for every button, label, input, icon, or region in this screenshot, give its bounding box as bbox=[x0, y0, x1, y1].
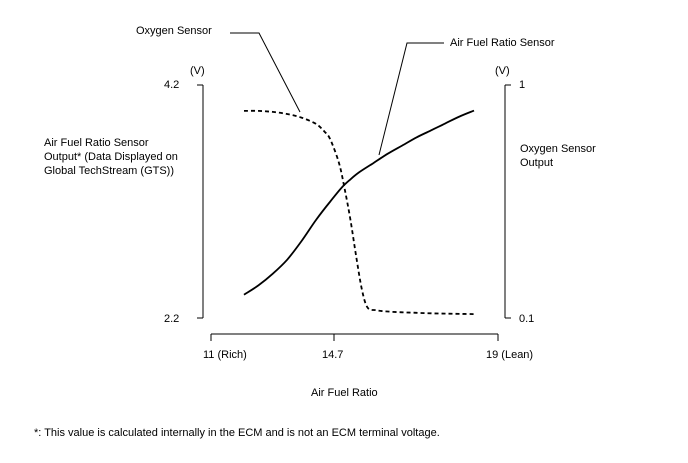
x-tick-label-rich: 11 (Rich) bbox=[203, 349, 247, 361]
af-sensor-callout-line bbox=[378, 42, 444, 156]
x-axis-label: Air Fuel Ratio bbox=[311, 387, 378, 399]
left-tick-label-top: 4.2 bbox=[164, 79, 180, 91]
af-sensor-curve bbox=[243, 109, 475, 296]
footnote: *: This value is calculated internally i… bbox=[34, 427, 440, 439]
x-tick-label-lean: 19 (Lean) bbox=[486, 349, 534, 361]
right-axis-label-line-2: Output bbox=[520, 157, 554, 169]
left-tick-label-bottom: 2.2 bbox=[164, 313, 180, 325]
left-axis-label-line-1: Air Fuel Ratio Sensor bbox=[44, 137, 149, 149]
axes bbox=[197, 84, 511, 341]
series-lines bbox=[243, 109, 475, 315]
x-tick-label-stoich: 14.7 bbox=[322, 349, 344, 361]
right-axis-label-line-1: Oxygen Sensor bbox=[520, 143, 596, 155]
oxygen-sensor-callout-label: Oxygen Sensor bbox=[136, 25, 212, 37]
oxygen-sensor-curve bbox=[243, 109, 475, 315]
right-axis-unit: (V) bbox=[495, 65, 510, 77]
callout-lines bbox=[230, 32, 444, 156]
left-axis-unit: (V) bbox=[190, 65, 205, 77]
right-tick-label-bottom: 0.1 bbox=[519, 313, 535, 325]
left-axis-label-line-3: Global TechStream (GTS)) bbox=[44, 165, 175, 177]
oxygen-sensor-callout-line bbox=[230, 32, 301, 113]
left-axis-label-line-2: Output* (Data Displayed on bbox=[44, 151, 178, 163]
af-sensor-callout-label: Air Fuel Ratio Sensor bbox=[450, 37, 555, 49]
right-tick-label-top: 1 bbox=[519, 79, 526, 91]
